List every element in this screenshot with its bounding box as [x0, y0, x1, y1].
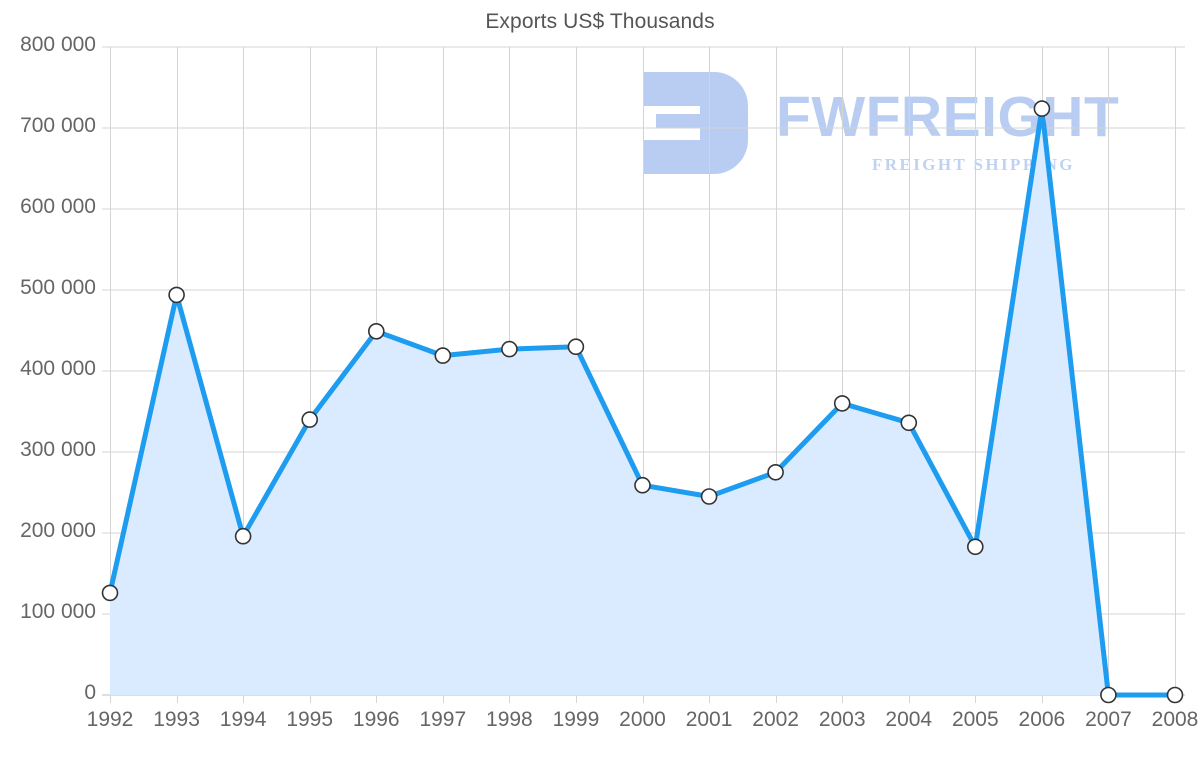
x-axis-tick-label: 1996 [352, 708, 400, 731]
data-point-marker[interactable] [1100, 686, 1117, 704]
data-point-marker[interactable] [101, 584, 119, 602]
x-axis-tick-label: 2008 [1151, 708, 1199, 731]
x-axis-tick-label: 1992 [86, 708, 134, 731]
x-axis-tick-label: 1999 [552, 708, 600, 731]
y-axis-tick-label: 200 000 [20, 519, 96, 542]
y-axis-tick-label: 100 000 [20, 600, 96, 623]
y-axis-tick-label: 500 000 [20, 276, 96, 299]
x-axis-tick-label: 2006 [1018, 708, 1066, 731]
area-fill [110, 108, 1175, 696]
y-axis-tick-label: 600 000 [20, 195, 96, 218]
data-point-marker[interactable] [700, 488, 718, 505]
data-point-marker[interactable] [567, 338, 585, 356]
x-axis-tick-label: 2000 [619, 708, 666, 731]
data-point-marker[interactable] [1166, 686, 1184, 704]
x-axis-tick-label: 2005 [951, 708, 999, 731]
y-axis-tick-label: 300 000 [20, 438, 96, 461]
data-point-marker[interactable] [1033, 100, 1051, 117]
data-point-marker[interactable] [767, 463, 784, 481]
y-axis-tick-label: 800 000 [20, 33, 96, 56]
y-axis-tick-label: 400 000 [20, 357, 96, 380]
x-axis-tick-label: 1994 [219, 708, 267, 731]
y-axis-tick-label: 700 000 [20, 114, 96, 137]
data-point-marker[interactable] [966, 538, 984, 556]
data-markers [101, 100, 1184, 704]
data-point-marker[interactable] [301, 411, 319, 428]
x-axis-tick-label: 1995 [286, 708, 334, 731]
chart-title: Exports US$ Thousands [485, 10, 715, 33]
x-axis-tick-label: 1997 [419, 708, 467, 731]
x-axis-tick-label: 1993 [153, 708, 200, 731]
data-point-marker[interactable] [833, 395, 851, 412]
data-point-marker[interactable] [168, 286, 185, 304]
x-axis-tick-label: 2004 [885, 708, 933, 731]
data-point-marker[interactable] [900, 414, 918, 432]
x-axis-tick-label: 2003 [818, 708, 866, 731]
x-axis-tick-label: 2007 [1085, 708, 1132, 731]
data-point-marker[interactable] [367, 322, 385, 340]
data-point-marker[interactable] [434, 347, 452, 364]
x-axis-tick-label: 2001 [685, 708, 733, 731]
data-point-marker[interactable] [234, 527, 252, 545]
x-axis-tick-label: 2002 [752, 708, 799, 731]
data-point-marker[interactable] [634, 476, 651, 494]
y-axis-tick-label: 0 [84, 681, 96, 704]
data-point-marker[interactable] [501, 340, 518, 358]
x-axis-tick-label: 1998 [486, 708, 533, 731]
